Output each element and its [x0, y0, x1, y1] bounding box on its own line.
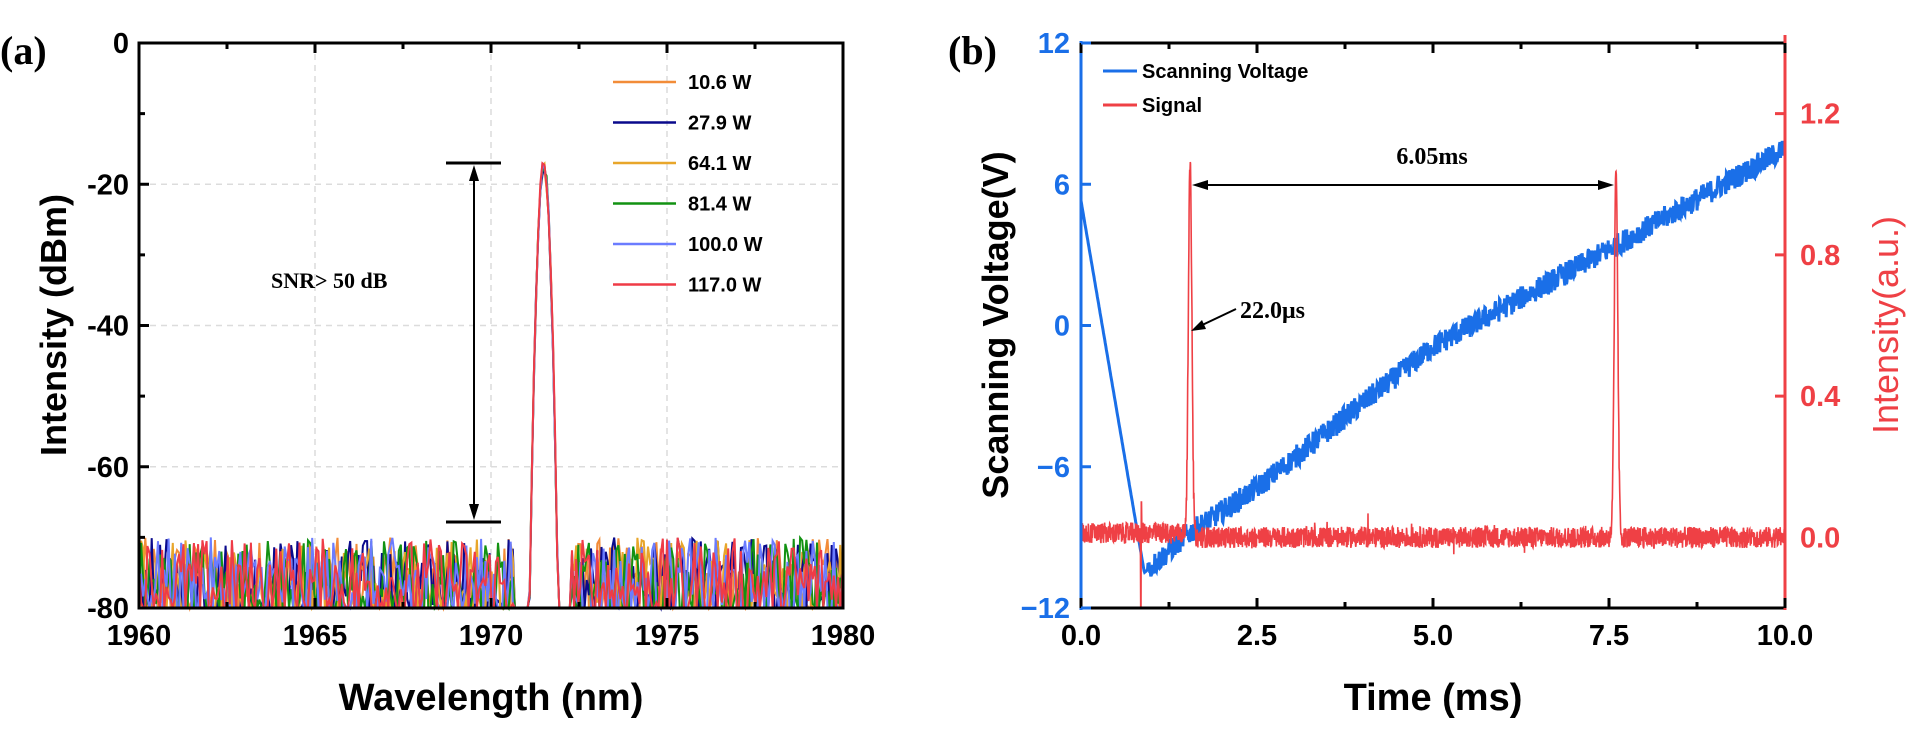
- x-tick-label-b: 5.0: [1413, 620, 1453, 652]
- x-axis-title-a: Wavelength (nm): [339, 677, 644, 719]
- y-tick-label-left-b: 0: [1054, 311, 1070, 343]
- period-label: 6.05ms: [1396, 144, 1467, 170]
- series-line-signal: [1080, 161, 1786, 609]
- x-tick-label-a: 1970: [459, 620, 524, 652]
- panel-a: (a) 1960 1965 1970 1975 1980 0 -20 -40 -60 -80 10…: [0, 28, 875, 719]
- x-tick-label-a: 1965: [283, 620, 348, 652]
- snr-annotation: SNR> 50 dB: [271, 161, 501, 524]
- y-tick-label-a: -80: [87, 593, 129, 625]
- y-axis-title-right-b: Intensity(a.u.): [1865, 216, 1906, 434]
- y-tick-label-right-b: 1.2: [1800, 99, 1840, 131]
- series-line-117-0-w: [138, 161, 844, 610]
- y-tick-label-left-b: 12: [1038, 28, 1070, 60]
- legend-label-signal: Signal: [1142, 95, 1202, 117]
- x-axis-title-b: Time (ms): [1344, 677, 1523, 719]
- x-tick-label-b: 2.5: [1237, 620, 1277, 652]
- x-tick-label-b: 10.0: [1757, 620, 1813, 652]
- linewidth-arrow-line: [1197, 308, 1237, 328]
- y-tick-label-a: 0: [113, 28, 129, 60]
- legend-label: 117.0 W: [688, 275, 762, 297]
- snr-label: SNR> 50 dB: [271, 268, 388, 293]
- y-tick-label-right-b: 0.8: [1800, 240, 1840, 272]
- y-axis-title-left-b: Scanning Voltage(V): [975, 151, 1016, 498]
- series-group-b: [1079, 140, 1787, 609]
- legend-label-scanning-voltage: Scanning Voltage: [1142, 61, 1308, 83]
- x-tick-label-a: 1960: [107, 620, 172, 652]
- panel-label-a: (a): [0, 28, 47, 73]
- period-arrow-head-left: [1192, 180, 1208, 190]
- linewidth-label: 22.0μs: [1240, 298, 1305, 324]
- y-tick-label-left-b: −6: [1037, 452, 1070, 484]
- x-tick-label-a: 1975: [635, 620, 700, 652]
- x-tick-label-a: 1980: [811, 620, 876, 652]
- x-tick-label-b: 0.0: [1061, 620, 1101, 652]
- ticks-b: 0.0 2.5 5.0 7.5 10.0 12 6 0 −6 −12 1.2 0.8 0.4 0.0: [1021, 28, 1841, 652]
- snr-arrow-head-up: [469, 165, 479, 181]
- legend-label: 100.0 W: [688, 234, 763, 256]
- legend-a: 10.6 W 27.9 W 64.1 W 81.4 W 100.0 W 117.0 W: [613, 72, 763, 297]
- panel-b: (b) 0.0 2.5 5.0 7.5 10.01260−6−121.20.80.40.…: [948, 28, 1906, 719]
- y-tick-label-a: -40: [87, 311, 129, 343]
- legend-label: 10.6 W: [688, 72, 751, 94]
- panel-label-b: (b): [948, 28, 997, 73]
- linewidth-arrow-head: [1191, 320, 1206, 331]
- snr-arrow-head-down: [469, 504, 479, 520]
- y-tick-label-right-b: 0.4: [1800, 381, 1840, 413]
- legend-label: 27.9 W: [688, 113, 751, 135]
- linewidth-annotation: 22.0μs: [1191, 298, 1305, 331]
- y-tick-label-left-b: 6: [1054, 169, 1070, 201]
- series-group-a: [138, 161, 844, 612]
- x-tick-label-b: 7.5: [1589, 620, 1629, 652]
- y-axis-title-a: Intensity (dBm): [33, 194, 74, 456]
- y-tick-label-a: -60: [87, 452, 129, 484]
- grid-a: [139, 43, 843, 608]
- ticks-a: 1960 1965 1970 1975 1980 0 -20 -40 -60 -80: [87, 28, 875, 652]
- legend-b: Scanning Voltage Signal: [1103, 61, 1308, 117]
- legend-label: 64.1 W: [688, 153, 751, 175]
- y-tick-label-a: -20: [87, 169, 129, 201]
- period-annotation: 6.05ms: [1192, 144, 1614, 190]
- y-tick-label-left-b: −12: [1021, 593, 1070, 625]
- legend-label: 81.4 W: [688, 194, 751, 216]
- period-arrow-head-right: [1598, 180, 1614, 190]
- y-tick-label-right-b: 0.0: [1800, 522, 1840, 554]
